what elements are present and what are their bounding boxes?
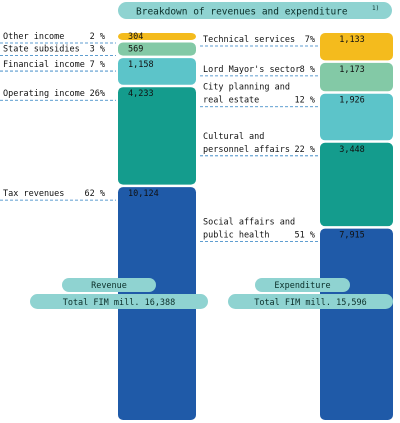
expenditure-category-label: Technical services [203, 35, 295, 45]
expenditure-pill-label: Expenditure [274, 281, 330, 291]
expenditure-category-label: Lord Mayor's sector [203, 65, 300, 75]
expenditure-category-label: personnel affairs [203, 145, 290, 155]
expenditure-bar-segment [320, 33, 393, 61]
expenditure-category-label: Social affairs and [203, 218, 295, 228]
revenue-bar-segment [118, 42, 196, 56]
revenue-pill-label: Revenue [91, 281, 127, 291]
revenue-value-label: 569 [128, 44, 143, 54]
expenditure-value-label: 1,133 [339, 35, 365, 45]
expenditure-bar-segment [320, 142, 393, 227]
expenditure-category-label: Cultural and [203, 132, 264, 142]
expenditure-percent-label: 12 % [295, 96, 315, 106]
title-note: 1) [372, 5, 379, 12]
revenue-value-label: 10,124 [128, 189, 159, 199]
expenditure-value-label: 1,173 [339, 65, 365, 75]
revenue-bar-segment [118, 58, 196, 85]
revenue-percent-label: 7 % [90, 60, 105, 70]
chart-title: Breakdown of revenues and expenditure [136, 7, 348, 18]
expenditure-percent-label: 22 % [295, 145, 315, 155]
revenue-bar-segment [118, 33, 196, 40]
expenditure-bar-segment [320, 93, 393, 141]
revenue-percent-label: 62 % [85, 189, 105, 199]
revenue-total-label: Total FIM mill. 16,388 [63, 298, 176, 308]
expenditure-category-label: real estate [203, 96, 259, 106]
revenue-percent-label: 26% [90, 89, 105, 99]
revenue-category-label: Other income [3, 32, 64, 42]
revenue-percent-label: 3 % [90, 44, 105, 54]
revenue-category-label: State subsidies [3, 44, 80, 54]
expenditure-pill [255, 278, 350, 292]
expenditure-value-label: 7,915 [339, 231, 365, 241]
expenditure-bar-segment [320, 228, 393, 420]
revenue-value-label: 304 [128, 32, 143, 42]
expenditure-bar-segment [320, 62, 393, 92]
revenue-category-label: Operating income [3, 89, 85, 99]
expenditure-total-pill [228, 294, 393, 309]
title-banner: Breakdown of revenues and expenditure 1) [118, 2, 392, 19]
expenditure-value-label: 1,926 [339, 96, 365, 106]
expenditure-value-label: 3,448 [339, 145, 365, 155]
revenue-category-label: Financial income [3, 60, 85, 70]
expenditure-total-label: Total FIM mill. 15,596 [254, 298, 367, 308]
revenue-bar-segment [118, 87, 196, 185]
expenditure-percent-label: 51 % [295, 231, 315, 241]
revenue-total-pill [30, 294, 208, 309]
expenditure-percent-label: 7% [305, 35, 315, 45]
revenue-category-label: Tax revenues [3, 189, 64, 199]
revenue-value-label: 4,233 [128, 89, 154, 99]
revenue-percent-label: 2 % [90, 32, 105, 42]
revenue-pill [62, 278, 156, 292]
expenditure-percent-label: 8 % [300, 65, 315, 75]
title-pill [118, 2, 392, 19]
chart-marks: 304 Other income 2 % 569 State subsidies 3 % 1… [0, 32, 393, 420]
expenditure-category-label: public health [203, 231, 270, 241]
revenue-value-label: 1,158 [128, 60, 154, 70]
expenditure-category-label: City planning and [203, 83, 290, 93]
